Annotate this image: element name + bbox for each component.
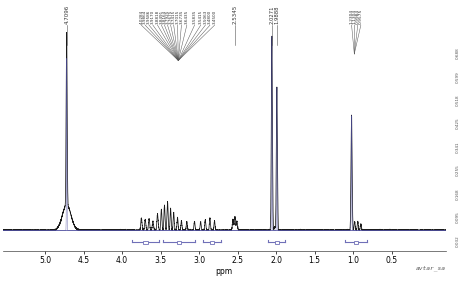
- Text: avtar_sa: avtar_sa: [416, 267, 446, 272]
- Text: 2.0271: 2.0271: [269, 6, 275, 24]
- Text: 3.8491: 3.8491: [159, 10, 163, 24]
- Text: 3.8818: 3.8818: [156, 10, 160, 24]
- Bar: [354, 241, 358, 244]
- Bar: [275, 241, 279, 244]
- Text: 0.9575: 0.9575: [359, 9, 363, 24]
- Text: 3.4800: 3.4800: [208, 10, 212, 24]
- Bar: [177, 241, 181, 244]
- Text: 0.032: 0.032: [455, 235, 460, 247]
- Bar: [143, 241, 148, 244]
- Text: 3.7415: 3.7415: [172, 10, 176, 24]
- X-axis label: ppm: ppm: [216, 267, 233, 275]
- Text: 3.8164: 3.8164: [163, 10, 166, 24]
- Text: 3.6735: 3.6735: [179, 10, 184, 24]
- Text: 3.5835: 3.5835: [192, 10, 197, 24]
- Text: 0.9984: 0.9984: [356, 9, 360, 24]
- Text: 3.9170: 3.9170: [151, 10, 155, 24]
- Text: 0.095: 0.095: [455, 211, 460, 223]
- Text: 1.2304: 1.2304: [350, 9, 354, 24]
- Text: 3.9864: 3.9864: [143, 10, 147, 24]
- Text: 3.4500: 3.4500: [212, 10, 217, 24]
- Text: 4.7096: 4.7096: [64, 5, 69, 24]
- Text: 3.6435: 3.6435: [185, 10, 189, 24]
- Text: 3.5415: 3.5415: [198, 10, 203, 24]
- Text: 3.5063: 3.5063: [203, 10, 207, 24]
- Text: 4.0284: 4.0284: [139, 10, 143, 24]
- Text: 3.7675: 3.7675: [169, 10, 173, 24]
- Text: 0.425: 0.425: [455, 118, 460, 129]
- Text: 3.7015: 3.7015: [176, 10, 180, 24]
- Text: 2.5345: 2.5345: [233, 5, 237, 24]
- Text: 1.1304: 1.1304: [353, 9, 357, 24]
- Text: 0.688: 0.688: [455, 47, 460, 59]
- Text: 0.518: 0.518: [455, 94, 460, 106]
- Text: 0.168: 0.168: [455, 188, 460, 200]
- Text: 0.341: 0.341: [455, 141, 460, 153]
- Text: 3.7925: 3.7925: [166, 10, 170, 24]
- Text: 3.9586: 3.9586: [147, 10, 151, 24]
- Text: 0.599: 0.599: [455, 71, 460, 83]
- Text: 1.9888: 1.9888: [275, 6, 279, 24]
- Text: 0.255: 0.255: [455, 164, 460, 176]
- Bar: [210, 241, 214, 244]
